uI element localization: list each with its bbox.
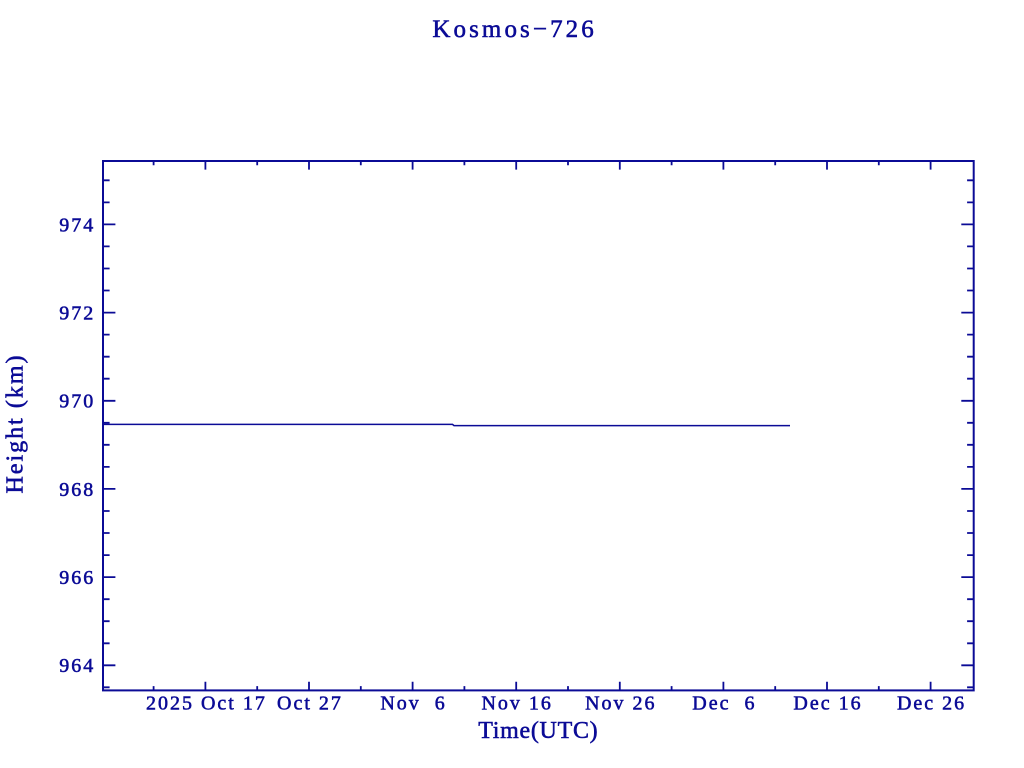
svg-text:974: 974: [59, 214, 95, 236]
svg-text:Nov 26: Nov 26: [585, 693, 656, 715]
svg-text:2025 Oct 17: 2025 Oct 17: [146, 693, 267, 715]
svg-text:Kosmos−726: Kosmos−726: [432, 16, 597, 43]
svg-text:964: 964: [59, 655, 95, 677]
svg-text:Height (km): Height (km): [3, 354, 29, 494]
svg-text:970: 970: [59, 391, 95, 413]
svg-text:Nov 16: Nov 16: [481, 693, 552, 715]
svg-text:Dec 26: Dec 26: [897, 693, 966, 715]
svg-text:Oct 27: Oct 27: [277, 693, 343, 715]
svg-text:968: 968: [59, 479, 95, 501]
svg-text:Dec 6: Dec 6: [692, 693, 756, 715]
svg-text:966: 966: [59, 567, 95, 589]
svg-text:972: 972: [59, 302, 95, 324]
svg-text:Time(UTC): Time(UTC): [478, 718, 598, 744]
svg-text:Dec 16: Dec 16: [793, 693, 862, 715]
svg-text:Nov 6: Nov 6: [380, 693, 446, 715]
